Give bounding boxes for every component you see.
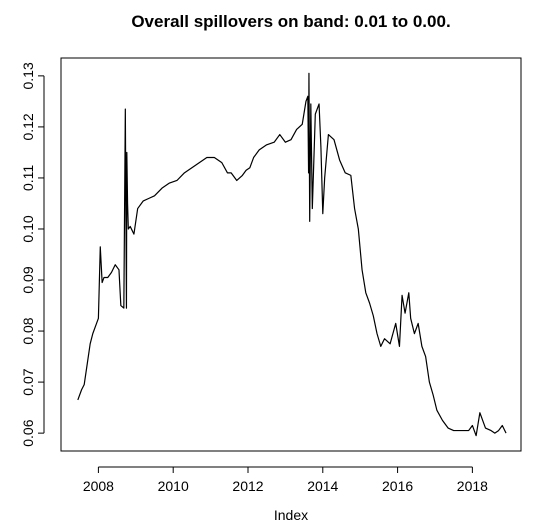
y-tick-label: 0.12 <box>20 113 36 140</box>
y-tick-label: 0.11 <box>20 165 36 191</box>
y-tick-label: 0.10 <box>20 215 36 242</box>
y-tick-label: 0.08 <box>20 317 36 344</box>
chart-title: Overall spillovers on band: 0.01 to 0.00… <box>131 12 450 31</box>
x-tick-label: 2008 <box>83 478 114 494</box>
plot-frame <box>60 57 522 452</box>
x-axis-title: Index <box>274 507 308 523</box>
x-tick-label: 2018 <box>457 478 488 494</box>
y-tick-label: 0.09 <box>20 266 36 293</box>
x-axis: 2008 2010 2012 2014 2016 2018 <box>83 466 488 494</box>
y-axis: 0.06 0.07 0.08 0.09 0.10 0.11 0.12 0.13 <box>20 62 45 447</box>
y-tick-label: 0.07 <box>20 368 36 395</box>
y-tick-label: 0.13 <box>20 62 36 89</box>
x-tick-label: 2010 <box>158 478 189 494</box>
series-line <box>77 72 507 437</box>
x-tick-label: 2012 <box>232 478 263 494</box>
y-tick-label: 0.06 <box>20 419 36 446</box>
x-tick-label: 2016 <box>382 478 413 494</box>
x-tick-label: 2014 <box>307 478 338 494</box>
